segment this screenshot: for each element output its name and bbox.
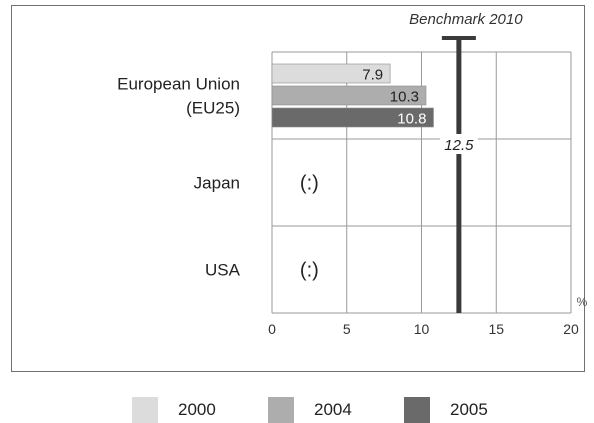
x-unit-label: % xyxy=(577,295,588,309)
bar-value-label: 10.3 xyxy=(390,89,419,106)
legend-swatch xyxy=(268,397,294,423)
legend-label: 2005 xyxy=(450,400,488,419)
bar xyxy=(271,107,434,128)
benchmark-value-bg xyxy=(439,134,478,154)
bar-value-label: 10.8 xyxy=(397,111,426,128)
legend-swatch xyxy=(404,397,430,423)
x-tick-label: 10 xyxy=(414,321,430,337)
bar xyxy=(271,63,391,84)
category-label: European Union (EU25) xyxy=(117,75,240,118)
missing-data-marker: (:) xyxy=(300,173,319,195)
missing-data-marker: (:) xyxy=(300,260,319,282)
legend-swatch xyxy=(132,397,158,423)
category-label: Japan xyxy=(194,174,240,193)
legend-item: 2000 xyxy=(132,397,216,423)
legend-label: 2004 xyxy=(314,400,352,419)
bar-value-label: 7.9 xyxy=(362,67,383,84)
x-tick-label: 15 xyxy=(488,321,504,337)
legend-item: 2004 xyxy=(268,397,352,423)
legend-item: 2005 xyxy=(404,397,488,423)
benchmark-label: Benchmark 2010 xyxy=(409,11,523,28)
benchmark-value-label: 12.5 xyxy=(444,137,474,154)
legend-label: 2000 xyxy=(178,400,216,419)
labels-layer: 0 5 10 15 20% European Union (EU25) Japan USA 7.9… xyxy=(117,11,588,337)
bars-layer xyxy=(271,36,476,313)
bar xyxy=(271,85,427,106)
x-tick-label: 20 xyxy=(563,321,579,337)
category-label: USA xyxy=(205,261,241,280)
x-tick-label: 5 xyxy=(343,321,351,337)
x-tick-label: 0 xyxy=(268,321,276,337)
